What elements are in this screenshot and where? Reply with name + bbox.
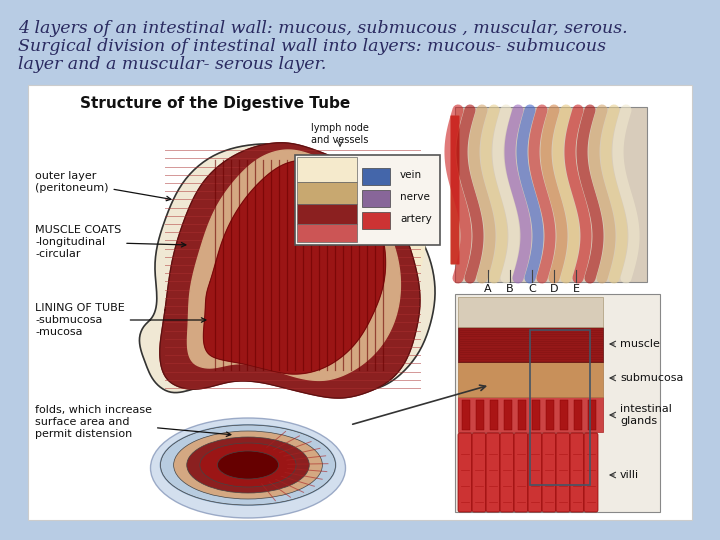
Text: Structure of the Digestive Tube: Structure of the Digestive Tube — [80, 96, 350, 111]
FancyBboxPatch shape — [486, 433, 500, 512]
Text: lymph node
and vessels: lymph node and vessels — [311, 124, 369, 145]
Bar — [518, 400, 526, 430]
FancyBboxPatch shape — [556, 433, 570, 512]
Text: D: D — [550, 284, 558, 294]
Polygon shape — [160, 143, 420, 398]
Bar — [362, 168, 390, 185]
Text: MUSCLE COATS
-longitudinal
-circular: MUSCLE COATS -longitudinal -circular — [35, 225, 186, 259]
Polygon shape — [238, 182, 425, 345]
Ellipse shape — [217, 451, 279, 479]
Text: C: C — [528, 284, 536, 294]
Text: LINING OF TUBE
-submucosa
-mucosa: LINING OF TUBE -submucosa -mucosa — [35, 303, 206, 336]
Bar — [588, 400, 596, 430]
Text: intestinal
glands: intestinal glands — [620, 404, 672, 426]
Text: submucosa: submucosa — [620, 373, 683, 383]
Bar — [458, 397, 603, 432]
FancyBboxPatch shape — [584, 433, 598, 512]
Bar — [462, 400, 470, 430]
Bar — [504, 400, 512, 430]
Text: vein: vein — [400, 170, 422, 180]
Text: nerve: nerve — [400, 192, 430, 202]
Ellipse shape — [161, 425, 336, 505]
Text: villi: villi — [620, 470, 639, 480]
Bar — [490, 400, 498, 430]
Text: folds, which increase
surface area and
permit distension: folds, which increase surface area and p… — [35, 406, 231, 438]
FancyBboxPatch shape — [472, 433, 486, 512]
Bar — [532, 400, 540, 430]
Bar — [476, 400, 484, 430]
FancyBboxPatch shape — [514, 433, 528, 512]
Text: outer layer
(peritoneum): outer layer (peritoneum) — [35, 171, 171, 201]
Text: layer and a muscular- serous layer.: layer and a muscular- serous layer. — [18, 56, 326, 73]
Bar — [297, 224, 357, 242]
FancyBboxPatch shape — [500, 433, 514, 512]
Polygon shape — [140, 144, 435, 393]
FancyBboxPatch shape — [28, 85, 692, 520]
FancyBboxPatch shape — [542, 433, 556, 512]
Text: 4 layers of an intestinal wall: mucous, submucous , muscular, serous.: 4 layers of an intestinal wall: mucous, … — [18, 20, 628, 37]
Bar — [297, 157, 357, 182]
Bar — [574, 400, 582, 430]
Bar — [560, 400, 568, 430]
Bar — [362, 190, 390, 207]
Bar — [297, 204, 357, 224]
FancyBboxPatch shape — [528, 433, 542, 512]
Bar — [458, 297, 603, 327]
Ellipse shape — [174, 431, 323, 499]
Text: muscle: muscle — [620, 339, 660, 349]
Polygon shape — [204, 160, 385, 374]
FancyBboxPatch shape — [458, 433, 472, 512]
Text: B: B — [506, 284, 514, 294]
Ellipse shape — [186, 437, 310, 493]
Ellipse shape — [150, 418, 346, 518]
Polygon shape — [187, 150, 400, 380]
Text: E: E — [572, 284, 580, 294]
Bar — [297, 182, 357, 204]
Bar — [362, 212, 390, 229]
FancyBboxPatch shape — [295, 155, 440, 245]
FancyBboxPatch shape — [570, 433, 584, 512]
Text: artery: artery — [400, 214, 432, 224]
Text: Surgical division of intestinal wall into layers: mucous- submucous: Surgical division of intestinal wall int… — [18, 38, 606, 55]
Ellipse shape — [200, 443, 296, 487]
Text: A: A — [484, 284, 492, 294]
FancyBboxPatch shape — [455, 107, 647, 282]
Ellipse shape — [161, 425, 336, 505]
FancyBboxPatch shape — [455, 294, 660, 512]
Bar — [458, 327, 603, 362]
Bar — [458, 362, 603, 397]
Bar — [546, 400, 554, 430]
